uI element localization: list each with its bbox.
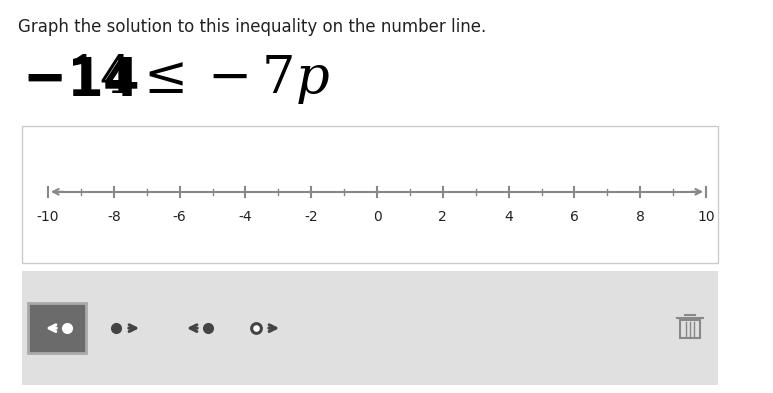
Text: -4: -4 [239,210,252,224]
Text: 8: 8 [635,210,645,224]
Text: 6: 6 [570,210,579,224]
Bar [680,320,700,338]
Text: Graph the solution to this inequality on the number line.: Graph the solution to this inequality on… [18,18,486,36]
Text: 4: 4 [504,210,513,224]
Text: -6: -6 [172,210,186,224]
Text: $\mathdefault{-}$$\mathbf{14}$: $\mathdefault{-}$$\mathbf{14}$ [22,55,139,107]
Text: $-14 \leq -7p$: $-14 \leq -7p$ [22,52,330,106]
Text: -10: -10 [37,210,60,224]
Text: 0: 0 [373,210,381,224]
Text: 2: 2 [438,210,447,224]
Bar [28,303,86,353]
Bar [22,271,718,385]
Bar [22,126,718,263]
Text: 10: 10 [697,210,715,224]
Text: -8: -8 [107,210,121,224]
Text: -2: -2 [305,210,318,224]
